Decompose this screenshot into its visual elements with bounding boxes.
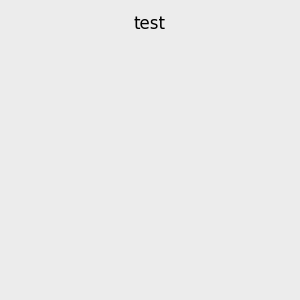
Title: test: test [134, 15, 166, 33]
